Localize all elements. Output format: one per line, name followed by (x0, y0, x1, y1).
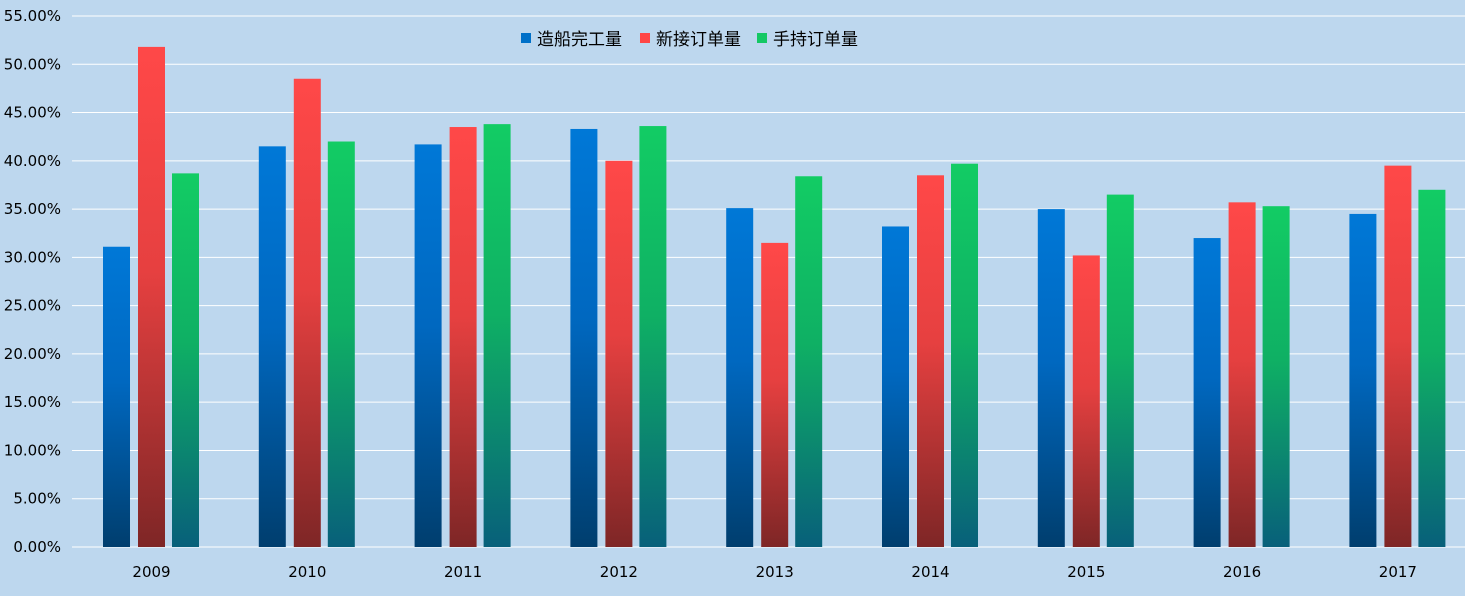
y-tick-label: 5.00% (13, 490, 61, 508)
legend-label: 造船完工量 (537, 30, 622, 50)
x-tick-label: 2017 (1379, 563, 1417, 581)
y-tick-label: 30.00% (4, 248, 61, 266)
bar-1-2013 (761, 242, 789, 547)
x-tick-label: 2012 (600, 563, 638, 581)
x-tick-label: 2014 (911, 563, 949, 581)
legend-label: 手持订单量 (773, 30, 858, 50)
y-tick-label: 40.00% (4, 152, 61, 170)
bar-1-2014 (917, 175, 944, 548)
bar-2-2014 (951, 163, 978, 547)
bar-2-2015 (1106, 194, 1134, 548)
y-tick-label: 25.00% (4, 297, 61, 315)
bar-2-2013 (795, 176, 823, 548)
x-tick-label: 2015 (1067, 563, 1105, 581)
bar-2-2017 (1418, 189, 1446, 548)
y-tick-label: 35.00% (4, 200, 61, 218)
bar-2-2016 (1262, 206, 1290, 547)
x-tick-label: 2013 (756, 563, 794, 581)
y-tick-label: 45.00% (4, 104, 61, 122)
bar-0-2009 (103, 246, 130, 547)
bar-1-2010 (293, 78, 321, 547)
bar-1-2011 (449, 127, 477, 547)
bar-0-2016 (1193, 238, 1221, 547)
bar-0-2011 (414, 144, 442, 547)
y-tick-label: 0.00% (13, 538, 61, 556)
x-tick-label: 2010 (288, 563, 326, 581)
bar-0-2017 (1349, 213, 1377, 547)
y-axis-ticks: 0.00% 5.00% 10.00% 15.00% 20.00% 25.00% 30.00%… (4, 7, 61, 556)
bar-0-2012 (570, 128, 598, 547)
bar-0-2014 (882, 226, 909, 547)
x-tick-label: 2011 (444, 563, 482, 581)
bar-1-2009 (138, 46, 165, 548)
y-tick-label: 20.00% (4, 345, 61, 363)
legend-label: 新接订单量 (656, 30, 741, 50)
y-tick-label: 50.00% (4, 55, 61, 73)
legend-swatch (640, 33, 650, 43)
bar-1-2015 (1072, 255, 1100, 547)
bar-2-2009 (172, 173, 199, 548)
x-tick-label: 2009 (132, 563, 170, 581)
bar-0-2013 (726, 208, 754, 547)
legend: 造船完工量 新接订单量 手持订单量 (521, 30, 858, 50)
bar-1-2016 (1228, 202, 1256, 547)
legend-swatch (521, 33, 531, 43)
y-tick-label: 55.00% (4, 7, 61, 25)
bar-2-2011 (483, 124, 511, 547)
bar-0-2015 (1037, 209, 1065, 547)
bar-2-2010 (327, 141, 355, 547)
y-tick-label: 15.00% (4, 393, 61, 411)
x-axis-ticks: 2009 2010 2011 2012 2013 2014 2015 2016 2017 (132, 563, 1417, 581)
bar-1-2017 (1384, 165, 1412, 548)
bars (103, 46, 1446, 548)
legend-swatch (757, 33, 767, 43)
bar-0-2010 (258, 146, 286, 547)
bar-1-2012 (605, 160, 633, 547)
y-tick-label: 10.00% (4, 441, 61, 459)
x-tick-label: 2016 (1223, 563, 1261, 581)
bar-2-2012 (639, 126, 667, 547)
